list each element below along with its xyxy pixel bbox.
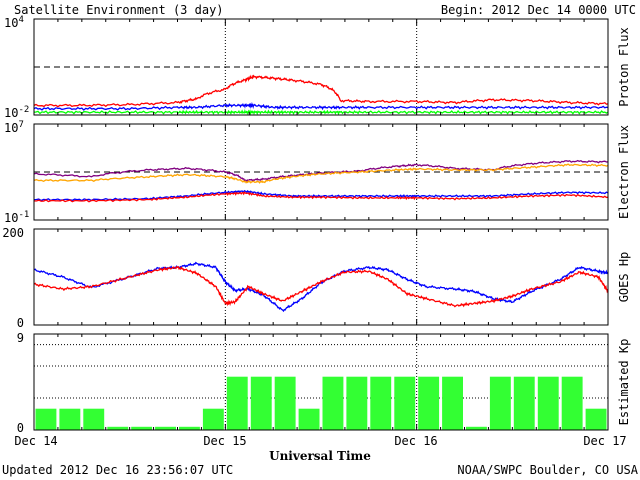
kp-bar: [585, 408, 607, 430]
credit-text: NOAA/SWPC Boulder, CO USA: [457, 463, 638, 477]
series-line-blue: [33, 189, 609, 202]
panel-frame: [33, 123, 609, 221]
kp-bar: [274, 376, 296, 430]
panel-kp: 9 0 Estimated Kp: [17, 331, 631, 435]
kp-bar: [394, 376, 416, 430]
x-tick-label-1: Dec 15: [203, 434, 246, 448]
y-tick-label: 10-2: [4, 105, 29, 120]
x-axis-label: Universal Time: [269, 449, 371, 463]
panel-proton: 104 10-2 Proton Flux: [4, 15, 631, 120]
panel-frame: [33, 18, 609, 116]
kp-bar: [107, 426, 129, 430]
x-tick-label-2: Dec 16: [394, 434, 437, 448]
y-tick-label: 0: [17, 421, 24, 435]
kp-bar: [466, 426, 487, 430]
series-line-orange: [33, 163, 609, 184]
begin-time: Begin: 2012 Dec 14 0000 UTC: [441, 3, 636, 17]
kp-bar: [513, 376, 535, 430]
series-line-red: [33, 74, 609, 108]
kp-bar: [250, 376, 272, 430]
updated-timestamp: Updated 2012 Dec 16 23:56:07 UTC: [2, 463, 233, 477]
kp-bar: [370, 376, 392, 430]
x-tick-label-3: Dec 17: [583, 434, 626, 448]
kp-bar: [298, 408, 320, 430]
y-tick-label: 200: [2, 226, 24, 240]
kp-bar: [131, 426, 153, 430]
panel-goes_hp: 200 0 GOES Hp: [2, 226, 631, 330]
kp-bar: [155, 426, 176, 430]
panel-frame: [33, 228, 609, 326]
kp-bar: [442, 376, 463, 430]
kp-bar: [418, 376, 440, 430]
kp-bar: [322, 376, 344, 430]
kp-bar: [83, 408, 105, 430]
y-tick-label: 10-1: [4, 210, 29, 225]
kp-bar: [202, 408, 224, 430]
series-line-purple: [33, 159, 609, 183]
y-tick-label: 9: [17, 331, 24, 345]
kp-bar: [226, 376, 248, 430]
kp-bar: [59, 408, 81, 430]
series-line-blue: [33, 261, 609, 313]
x-tick-label-0: Dec 14: [14, 434, 57, 448]
y-axis-label: Estimated Kp: [617, 339, 631, 426]
panel-electron: 107 10-1 Electron Flux: [4, 120, 631, 225]
chart-title: Satellite Environment (3 day): [14, 3, 224, 17]
y-axis-label: Electron Flux: [617, 125, 631, 219]
y-tick-label: 104: [4, 15, 24, 30]
series-line-green: [33, 108, 609, 116]
kp-bar: [489, 376, 511, 430]
series-line-red: [33, 191, 609, 203]
kp-bar: [561, 376, 583, 430]
y-axis-label: Proton Flux: [617, 27, 631, 106]
series-line-red: [33, 265, 609, 308]
kp-bar: [179, 426, 200, 430]
kp-bar: [537, 376, 559, 430]
y-tick-label: 0: [17, 316, 24, 330]
series-line-blue: [33, 101, 609, 111]
y-tick-label: 107: [4, 120, 24, 135]
kp-bar: [35, 408, 57, 430]
y-axis-label: GOES Hp: [617, 252, 631, 303]
kp-bar: [346, 376, 368, 430]
